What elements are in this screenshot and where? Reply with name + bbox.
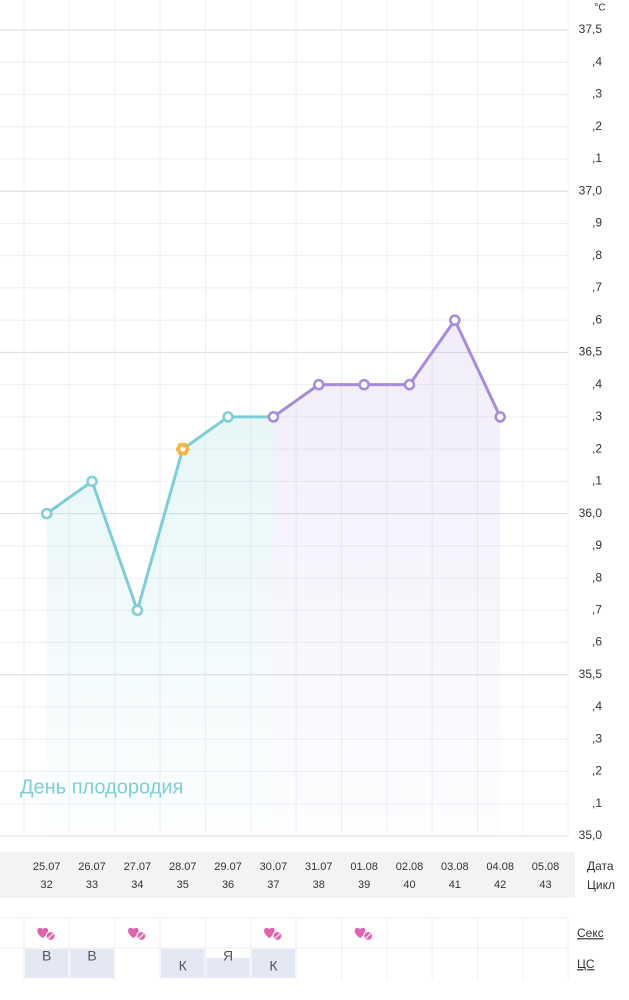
y-tick-label: ,6 xyxy=(592,312,602,326)
point xyxy=(131,604,144,617)
cycle-label: 41 xyxy=(449,879,461,891)
cs-cell xyxy=(206,958,250,978)
heart xyxy=(354,927,366,938)
date-label: 26.07 xyxy=(78,861,106,873)
annotation: День плодородия xyxy=(20,776,183,798)
heart xyxy=(37,927,49,938)
sex-icon xyxy=(354,927,374,942)
date-label: 29.07 xyxy=(214,861,242,873)
y-tick-label: ,8 xyxy=(592,248,602,262)
area xyxy=(273,320,501,836)
y-tick-label: 37,5 xyxy=(579,22,603,36)
point xyxy=(403,378,416,391)
y-tick-label: ,6 xyxy=(592,635,602,649)
point xyxy=(222,411,234,423)
cs-label: Я xyxy=(223,948,233,964)
y-tick-label: ,4 xyxy=(592,699,602,713)
y-tick-label: ,8 xyxy=(592,570,602,584)
cs-cell xyxy=(161,949,205,978)
flower-center xyxy=(180,446,186,452)
pill-line xyxy=(365,933,372,939)
date-label: 01.08 xyxy=(350,861,378,873)
date-label: 02.08 xyxy=(396,861,424,873)
sex-icon xyxy=(264,927,283,942)
y-tick-label: 35,0 xyxy=(579,828,603,842)
y-tick-label: ,7 xyxy=(592,280,602,294)
y-tick-label: ,9 xyxy=(592,216,602,230)
y-tick-label: ,3 xyxy=(592,731,602,745)
y-tick-label: ,1 xyxy=(592,796,602,810)
flower-marker xyxy=(175,442,190,456)
cs-label: К xyxy=(179,958,188,974)
unit: °C xyxy=(594,3,605,14)
cycle-label: 32 xyxy=(41,879,53,891)
cycle-label: 35 xyxy=(177,879,189,891)
point xyxy=(449,314,461,326)
y-tick-label: ,1 xyxy=(592,151,602,165)
point xyxy=(494,411,506,423)
y-tick-label: 37,0 xyxy=(579,183,603,197)
cycle-label: 43 xyxy=(539,879,551,891)
row-label[interactable]: ЦС xyxy=(577,957,595,971)
y-tick-label: ,7 xyxy=(592,602,602,616)
y-tick-label: 36,5 xyxy=(579,345,603,359)
row-label[interactable]: Секс xyxy=(577,926,604,940)
date-label: 03.08 xyxy=(441,861,469,873)
point xyxy=(86,475,98,488)
date-label: 27.07 xyxy=(124,861,152,873)
y-tick-label: ,2 xyxy=(592,764,602,778)
date-label: 31.07 xyxy=(305,861,333,873)
date-label: 25.07 xyxy=(33,861,61,873)
y-tick-label: ,9 xyxy=(592,538,602,552)
heart xyxy=(128,927,139,938)
y-tick-label: ,3 xyxy=(592,409,602,423)
pill-line xyxy=(47,933,54,939)
pill-line xyxy=(138,933,145,939)
cycle-label: 42 xyxy=(494,879,506,891)
cs-cell xyxy=(70,949,114,978)
heart xyxy=(264,927,275,938)
cycle-label: 34 xyxy=(131,879,143,891)
date-label: 28.07 xyxy=(169,861,197,873)
row-label: Цикл xyxy=(587,878,615,892)
y-tick-label: 35,5 xyxy=(579,667,603,681)
cs-label: В xyxy=(87,948,96,964)
date-label: 05.08 xyxy=(532,861,560,873)
y-tick-label: 36,0 xyxy=(579,506,603,520)
sex-icon xyxy=(37,927,56,942)
cycle-label: 38 xyxy=(313,879,325,891)
date-row-bg xyxy=(0,852,575,898)
sex-icon xyxy=(128,927,147,942)
date-label: 04.08 xyxy=(486,861,514,873)
point xyxy=(40,507,53,520)
cycle-label: 40 xyxy=(403,879,415,891)
y-tick-label: ,4 xyxy=(592,54,602,68)
y-tick-label: ,1 xyxy=(592,474,602,488)
point xyxy=(358,378,370,391)
area xyxy=(46,416,274,836)
cs-label: В xyxy=(42,948,51,964)
line xyxy=(272,318,502,419)
date-label: 30.07 xyxy=(260,861,288,873)
y-tick-label: ,4 xyxy=(592,377,602,391)
pill-line xyxy=(274,933,281,939)
row-label: Дата xyxy=(587,859,614,873)
cycle-label: 33 xyxy=(86,879,98,891)
cs-cell xyxy=(25,949,69,978)
y-tick-label: ,3 xyxy=(592,87,602,101)
cycle-label: 37 xyxy=(267,879,279,891)
y-tick-label: ,2 xyxy=(592,119,602,133)
point xyxy=(267,411,280,423)
cs-cell xyxy=(251,949,296,978)
y-tick-label: ,2 xyxy=(592,441,602,455)
cs-label: К xyxy=(269,958,278,974)
line xyxy=(45,415,274,612)
cycle-label: 39 xyxy=(358,879,370,891)
point xyxy=(313,378,325,391)
cycle-label: 36 xyxy=(222,879,234,891)
